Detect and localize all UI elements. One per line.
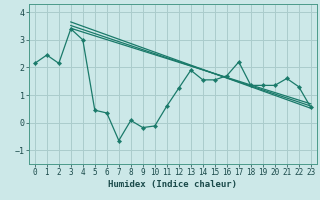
X-axis label: Humidex (Indice chaleur): Humidex (Indice chaleur) xyxy=(108,180,237,189)
